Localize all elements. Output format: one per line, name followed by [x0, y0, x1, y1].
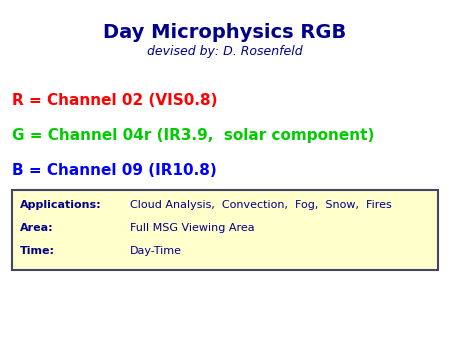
Text: Day-Time: Day-Time: [130, 246, 182, 256]
Text: Area:: Area:: [20, 223, 54, 233]
Text: B = Channel 09 (IR10.8): B = Channel 09 (IR10.8): [12, 163, 217, 178]
Text: Day Microphysics RGB: Day Microphysics RGB: [104, 23, 346, 42]
Text: Cloud Analysis,  Convection,  Fog,  Snow,  Fires: Cloud Analysis, Convection, Fog, Snow, F…: [130, 200, 392, 210]
Text: R = Channel 02 (VIS0.8): R = Channel 02 (VIS0.8): [12, 93, 217, 108]
Text: Full MSG Viewing Area: Full MSG Viewing Area: [130, 223, 255, 233]
Text: G = Channel 04r (IR3.9,  solar component): G = Channel 04r (IR3.9, solar component): [12, 128, 374, 143]
Text: Applications:: Applications:: [20, 200, 102, 210]
Text: Time:: Time:: [20, 246, 55, 256]
Text: devised by: D. Rosenfeld: devised by: D. Rosenfeld: [147, 45, 303, 58]
FancyBboxPatch shape: [12, 190, 438, 270]
